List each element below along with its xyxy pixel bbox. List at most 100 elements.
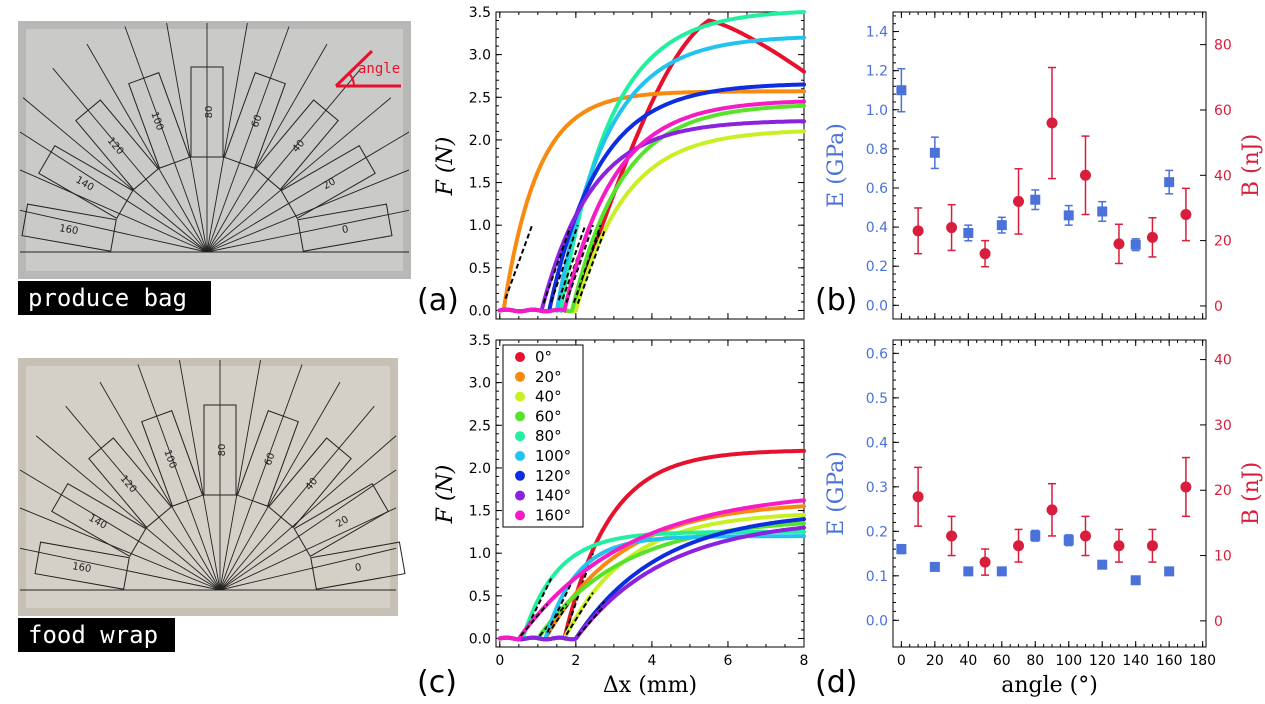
a-fit-0deg [573, 229, 602, 306]
ray-line [206, 97, 392, 253]
chart-c: 0 2 4 6 8 0.0 0.5 1.0 1.5 2.0 2.5 3.0 3.5 F (N) Δx (mm… [433, 333, 808, 698]
legend-marker [515, 490, 525, 501]
a-curve-160deg [497, 99, 806, 314]
c-fit-40deg [565, 592, 594, 636]
y-tick-label: 0.4 [866, 435, 888, 451]
panel-d-E-point-60deg [996, 566, 1007, 577]
ray-line [219, 435, 397, 591]
strip-angle-label: 80 [204, 106, 215, 119]
chart-d: 0 20 40 60 80 100 120 140 160 1800.00.10.20.30.40… [824, 339, 1264, 698]
panel-b-E-point-120deg [1097, 206, 1108, 217]
y-tick-label: 0.0 [866, 298, 888, 314]
panel-d-y-right-axis-label: B (nJ) [1239, 462, 1264, 525]
legend-marker [515, 391, 525, 402]
plot-frame [495, 11, 805, 320]
strip-outline [223, 72, 286, 169]
strip-outline [255, 99, 339, 191]
ray-line [22, 97, 208, 253]
y-tick-label: 3.5 [469, 333, 491, 349]
y-tick-label: 0.0 [866, 613, 888, 629]
c-y-axis-label: F (N) [433, 465, 458, 525]
food-wrap-label: food wrap [28, 621, 158, 649]
strip-angle-label: 0 [341, 224, 349, 236]
y-tick-label: 0.2 [866, 524, 888, 540]
strip-outline [21, 203, 117, 252]
panel-d-x-axis-label: angle (°) [1001, 673, 1098, 698]
y-right-tick-label: 10 [1214, 549, 1232, 565]
y-tick-label: 0.1 [866, 569, 888, 585]
angle-label: angle [358, 61, 400, 77]
x-tick-label: 100 [1055, 653, 1082, 669]
ray-line [219, 381, 341, 591]
panel-d-B-point-90deg [1046, 504, 1058, 516]
y-right-tick-label: 0 [1214, 614, 1223, 630]
panel-b-B-point-70deg [1013, 195, 1025, 207]
panel-b-B-point-10deg [912, 225, 924, 237]
strip-outline [75, 99, 159, 191]
ray-line [137, 364, 221, 591]
c-fit-120deg [576, 601, 606, 637]
a-fit-160deg [565, 224, 594, 303]
a-curve-140deg [497, 119, 806, 314]
panel-b-B-point-150deg [1146, 231, 1158, 243]
a-fit-40deg [576, 230, 606, 304]
panel-b-E-point-60deg [996, 220, 1007, 231]
strip-outline [310, 541, 406, 590]
legend-entry: 0° [535, 348, 552, 366]
strip-outline [34, 541, 130, 590]
chart-a: 0.0 0.5 1.0 1.5 2.0 2.5 3.0 3.5 F (N) [433, 5, 806, 320]
y-right-tick-label: 60 [1214, 103, 1232, 119]
panel-d-B-point-170deg [1180, 481, 1192, 493]
ray-line [219, 405, 375, 591]
ray-line [166, 22, 208, 253]
y-tick-label: 3.5 [469, 5, 491, 21]
strip-outline [268, 437, 352, 529]
ray-line [219, 359, 261, 591]
y-tick-label: 0.5 [469, 261, 491, 277]
food-wrap-label-box: food wrap [18, 618, 175, 652]
photo-background [18, 21, 411, 279]
legend-marker [515, 510, 525, 521]
ray-line [86, 43, 208, 253]
panel-b-E-point-80deg [1030, 194, 1041, 205]
ray-line [219, 507, 397, 591]
panel-b-E-point-140deg [1130, 239, 1141, 250]
y-tick-label: 0.0 [469, 303, 491, 319]
panel-b-B-point-90deg [1046, 117, 1058, 129]
ray-line [35, 435, 221, 591]
legend-entry: 40° [535, 388, 562, 406]
strip-outline [236, 410, 299, 507]
y-tick-label: 0.8 [866, 142, 888, 158]
y-right-tick-label: 20 [1214, 234, 1232, 250]
angle-arc [348, 72, 356, 87]
panel-d-y-axis-label: E (GPa) [824, 451, 849, 536]
plot-frame [892, 339, 1207, 648]
panel-d-E-point-120deg [1097, 559, 1108, 570]
legend-marker [515, 470, 525, 481]
y-tick-label: 0.5 [469, 589, 491, 605]
y-tick-label: 1.0 [469, 546, 491, 562]
y-tick-label: 1.5 [469, 504, 491, 520]
panel-d-B-point-10deg [912, 491, 924, 503]
panel-b-B-point-130deg [1113, 238, 1125, 250]
x-tick-label: 120 [1089, 653, 1116, 669]
x-tick-label: 0 [897, 653, 906, 669]
ray-line [99, 381, 221, 591]
ray-line [206, 131, 410, 253]
y-tick-label: 2.5 [469, 418, 491, 434]
panel-d-B-point-30deg [946, 530, 958, 542]
test-strip: 0 [310, 541, 406, 590]
y-tick-label: 3.0 [469, 376, 491, 392]
ray-line [206, 26, 290, 253]
test-strip: 60 [236, 410, 299, 507]
a-curve-120deg [497, 82, 806, 314]
y-tick-label: 1.0 [469, 218, 491, 234]
panel-d-B-point-150deg [1146, 540, 1158, 552]
panel-d-E-point-100deg [1063, 535, 1074, 546]
test-strip: 0 [297, 203, 393, 252]
test-strip: 160 [34, 541, 130, 590]
y-right-tick-label: 80 [1214, 38, 1232, 54]
strip-angle-label: 60 [263, 451, 278, 467]
ray-line [19, 507, 221, 591]
ray-line [219, 469, 397, 591]
